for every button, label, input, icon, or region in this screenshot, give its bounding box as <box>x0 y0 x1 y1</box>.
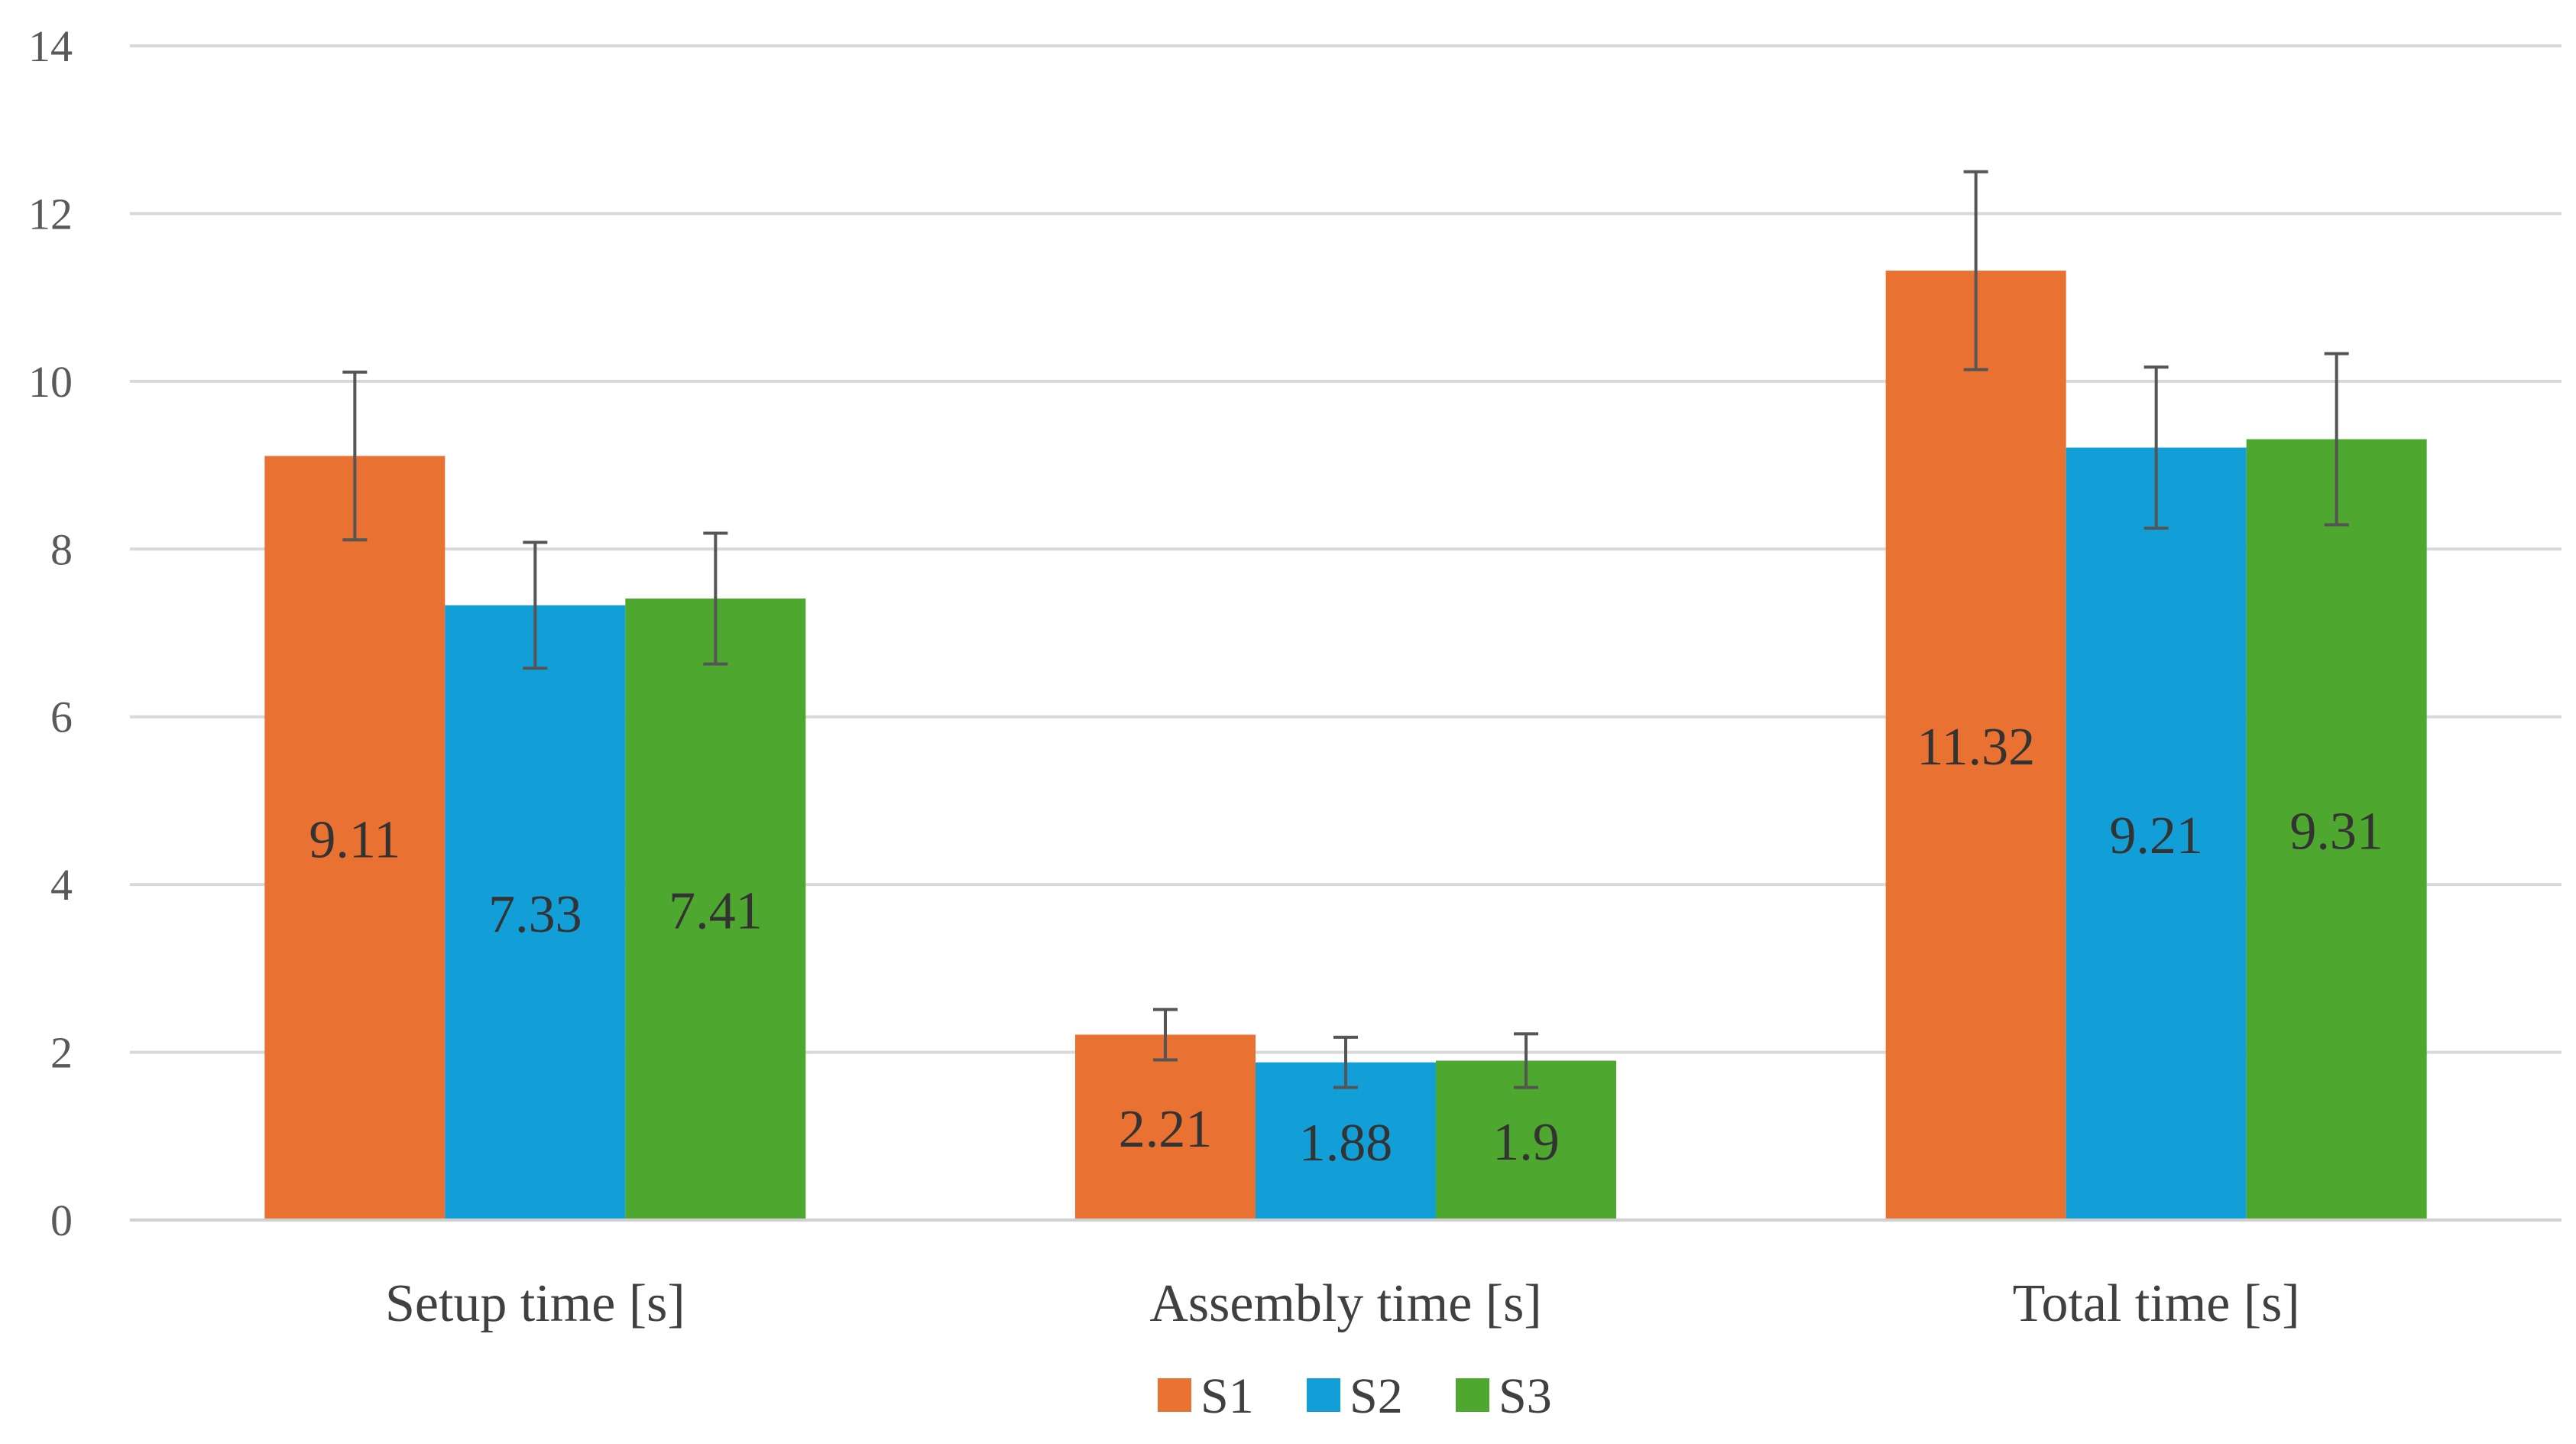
bar-s2 <box>2066 447 2247 1220</box>
x-category-label: Setup time [s] <box>385 1274 685 1333</box>
data-label-layer: 9.11 7.33 7.41 2.21 1.88 1.9 11.32 9.21 9.31 <box>309 718 2383 1173</box>
x-category-label: Assembly time [s] <box>1149 1274 1541 1333</box>
x-category-label: Total time [s] <box>2013 1274 2300 1333</box>
y-tick-label: 6 <box>50 693 73 742</box>
legend-swatch-s1 <box>1158 1378 1191 1412</box>
bar-s3 <box>2246 439 2427 1220</box>
y-tick-label: 4 <box>50 860 73 910</box>
legend: S1 S2 S3 <box>1158 1368 1552 1424</box>
bar-s1 <box>264 456 446 1220</box>
axis-layer: 0 2 4 6 8 10 12 14 Setup time [s] Assembly time [… <box>28 21 2561 1333</box>
data-label: 1.88 <box>1299 1114 1393 1173</box>
y-tick-label: 2 <box>50 1028 73 1078</box>
y-tick-label: 0 <box>50 1196 73 1245</box>
legend-swatch-s2 <box>1307 1378 1340 1412</box>
data-label: 1.9 <box>1492 1113 1560 1172</box>
data-label: 9.11 <box>309 810 400 869</box>
legend-label: S2 <box>1350 1368 1403 1424</box>
bar-s1 <box>1075 1034 1256 1220</box>
bar-s2 <box>445 605 626 1220</box>
data-label: 11.32 <box>1917 718 2035 777</box>
data-label: 2.21 <box>1119 1100 1213 1159</box>
bar-s3 <box>625 599 806 1220</box>
legend-label: S1 <box>1201 1368 1254 1424</box>
bar-layer <box>264 271 2427 1220</box>
data-label: 7.41 <box>669 882 763 941</box>
y-tick-label: 14 <box>28 21 73 71</box>
bar-s1 <box>1885 271 2066 1220</box>
data-label: 9.31 <box>2289 802 2383 861</box>
data-label: 9.21 <box>2109 806 2203 865</box>
error-bar-layer <box>342 170 2349 1089</box>
legend-label: S3 <box>1499 1368 1552 1424</box>
y-tick-label: 12 <box>28 189 73 239</box>
y-tick-label: 8 <box>50 524 73 574</box>
legend-swatch-s3 <box>1456 1378 1489 1412</box>
data-label: 7.33 <box>488 885 582 944</box>
y-tick-label: 10 <box>28 357 73 407</box>
